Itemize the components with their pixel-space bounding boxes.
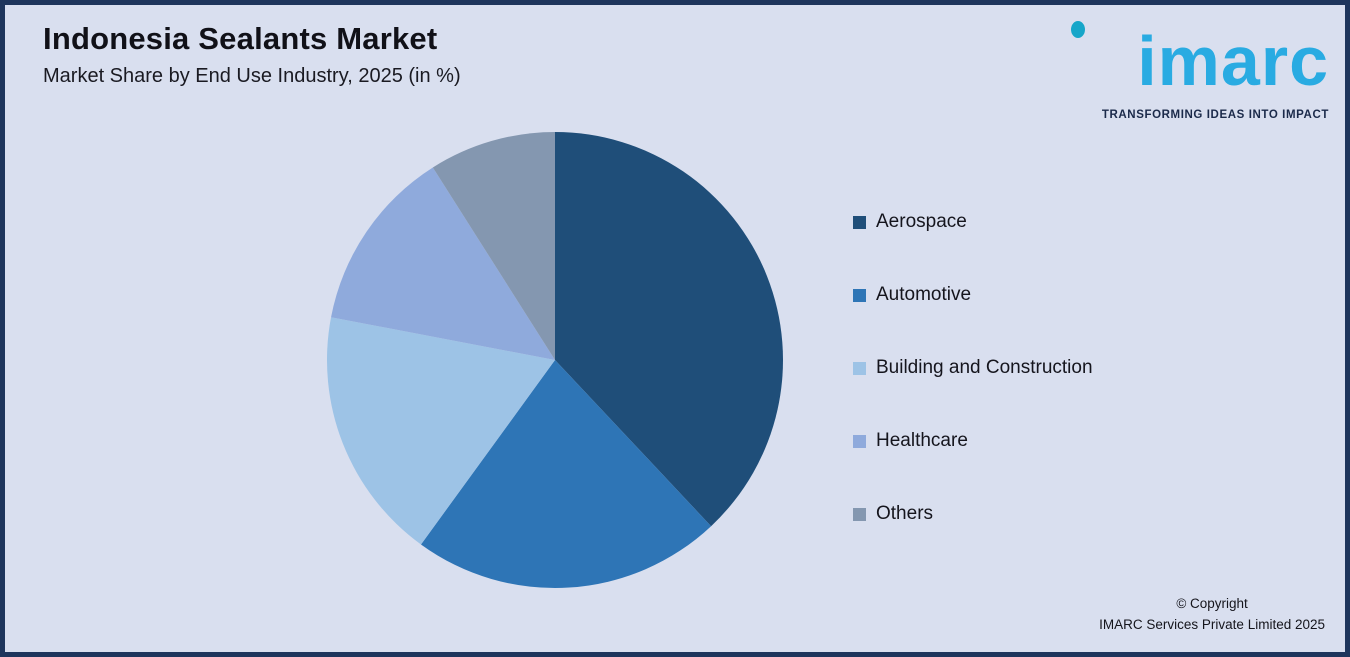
legend-label: Healthcare bbox=[876, 430, 968, 451]
page-title: Indonesia Sealants Market bbox=[43, 21, 438, 56]
pie-slice-automotive bbox=[420, 360, 712, 589]
pie-slice-others bbox=[432, 132, 555, 360]
legend-item-automotive: Automotive bbox=[853, 283, 1093, 307]
legend-swatch-icon bbox=[853, 215, 866, 229]
legend-label: Building and Construction bbox=[876, 357, 1093, 378]
page-subtitle: Market Share by End Use Industry, 2025 (… bbox=[43, 65, 461, 87]
legend-swatch-icon bbox=[853, 288, 866, 302]
logo-tagline: TRANSFORMING IDEAS INTO IMPACT bbox=[1101, 109, 1329, 121]
legend-item-healthcare: Healthcare bbox=[853, 429, 1093, 453]
chart-header: Indonesia Sealants Market Market Share b… bbox=[43, 21, 461, 88]
logo-dot-icon bbox=[1071, 21, 1085, 38]
legend-swatch-icon bbox=[853, 361, 866, 375]
pie-chart-area bbox=[325, 130, 785, 590]
pie-slice-healthcare bbox=[331, 167, 555, 360]
legend-swatch-icon bbox=[853, 434, 866, 448]
pie-slice-aerospace bbox=[555, 132, 783, 527]
legend-label: Automotive bbox=[876, 284, 972, 305]
pie-chart bbox=[327, 132, 783, 589]
legend: Aerospace Automotive Building and Construc… bbox=[853, 210, 1093, 575]
logo-wordmark: imarc bbox=[1137, 22, 1329, 100]
legend-label: Others bbox=[876, 503, 934, 524]
legend-swatch-icon bbox=[853, 507, 866, 521]
legend-item-others: Others bbox=[853, 502, 1093, 526]
copyright: © Copyright IMARC Services Private Limit… bbox=[1099, 593, 1325, 636]
pie-slice-building-and-construction bbox=[327, 317, 555, 545]
legend-item-building-and-construction: Building and Construction bbox=[853, 356, 1093, 380]
legend-item-aerospace: Aerospace bbox=[853, 210, 1093, 234]
copyright-line1: © Copyright bbox=[1176, 595, 1248, 611]
imarc-logo: imarc TRANSFORMING IDEAS INTO IMPACT bbox=[1067, 15, 1329, 121]
copyright-line2: IMARC Services Private Limited 2025 bbox=[1099, 617, 1325, 633]
legend-label: Aerospace bbox=[876, 211, 967, 232]
